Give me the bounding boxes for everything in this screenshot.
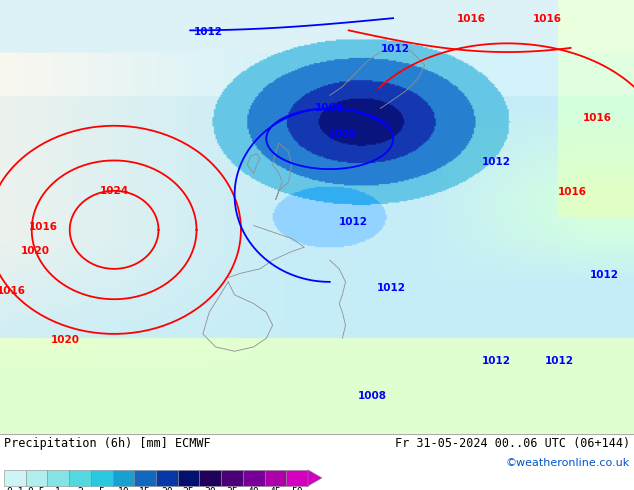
Text: 1016: 1016 <box>533 14 562 24</box>
Text: 2: 2 <box>77 488 83 490</box>
Text: 0.5: 0.5 <box>28 488 46 490</box>
Text: 1008: 1008 <box>328 128 357 139</box>
Text: 1016: 1016 <box>558 187 587 197</box>
Text: 1016: 1016 <box>583 113 612 123</box>
Text: 1008: 1008 <box>358 391 387 401</box>
Text: 35: 35 <box>226 488 238 490</box>
Text: Precipitation (6h) [mm] ECMWF: Precipitation (6h) [mm] ECMWF <box>4 437 210 450</box>
Text: 50: 50 <box>291 488 303 490</box>
Bar <box>48 470 69 486</box>
Bar <box>221 470 243 486</box>
Text: 1012: 1012 <box>482 356 511 366</box>
Bar <box>287 470 308 486</box>
Bar <box>264 470 287 486</box>
Polygon shape <box>308 470 322 486</box>
Bar <box>113 470 134 486</box>
Text: 20: 20 <box>161 488 172 490</box>
Text: 1008: 1008 <box>315 103 344 113</box>
Bar <box>91 470 113 486</box>
Bar <box>69 470 91 486</box>
Text: 1012: 1012 <box>339 218 368 227</box>
Text: 1020: 1020 <box>51 335 80 344</box>
Bar <box>4 470 26 486</box>
Bar <box>26 470 48 486</box>
Text: 15: 15 <box>139 488 151 490</box>
Bar <box>178 470 200 486</box>
Text: 5: 5 <box>99 488 105 490</box>
Bar <box>200 470 221 486</box>
Text: 1: 1 <box>55 488 61 490</box>
Text: 1012: 1012 <box>380 44 410 54</box>
Text: 10: 10 <box>117 488 129 490</box>
Text: 1024: 1024 <box>100 186 129 196</box>
Bar <box>243 470 264 486</box>
Text: 1012: 1012 <box>377 283 406 293</box>
Text: 1016: 1016 <box>0 286 26 296</box>
Bar <box>156 470 178 486</box>
Text: 1012: 1012 <box>482 157 511 167</box>
Text: 1012: 1012 <box>590 270 619 279</box>
Text: 45: 45 <box>269 488 281 490</box>
Text: ©weatheronline.co.uk: ©weatheronline.co.uk <box>506 458 630 468</box>
Text: 1016: 1016 <box>456 14 486 24</box>
Text: 30: 30 <box>204 488 216 490</box>
Text: 1012: 1012 <box>193 26 223 37</box>
Text: 1012: 1012 <box>545 356 574 366</box>
Bar <box>134 470 156 486</box>
Text: 1016: 1016 <box>29 222 58 232</box>
Text: Fr 31-05-2024 00..06 UTC (06+144): Fr 31-05-2024 00..06 UTC (06+144) <box>395 437 630 450</box>
Text: 40: 40 <box>248 488 259 490</box>
Text: 25: 25 <box>183 488 195 490</box>
Text: 0.1: 0.1 <box>6 488 23 490</box>
Text: 1020: 1020 <box>21 246 50 256</box>
